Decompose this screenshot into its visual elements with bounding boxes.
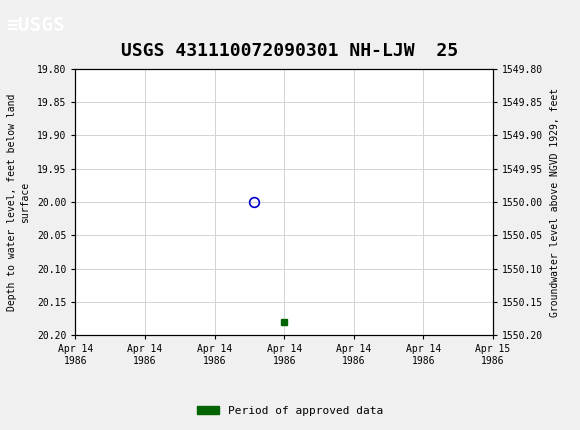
Y-axis label: Depth to water level, feet below land
surface: Depth to water level, feet below land su…: [7, 93, 30, 311]
Legend: Period of approved data: Period of approved data: [193, 401, 387, 420]
Text: ≡USGS: ≡USGS: [6, 16, 64, 35]
Text: USGS 431110072090301 NH-LJW  25: USGS 431110072090301 NH-LJW 25: [121, 42, 459, 60]
Y-axis label: Groundwater level above NGVD 1929, feet: Groundwater level above NGVD 1929, feet: [550, 88, 560, 316]
